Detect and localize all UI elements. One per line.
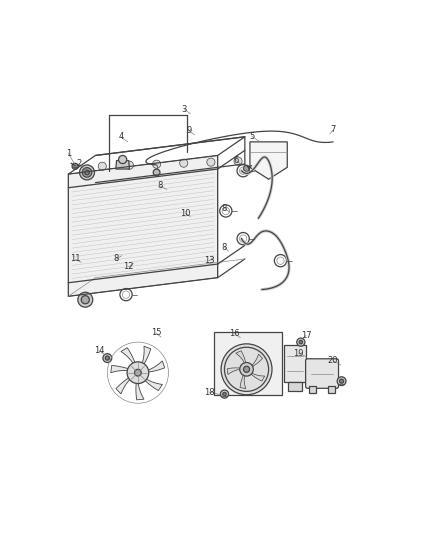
- Text: 8: 8: [222, 204, 227, 213]
- Text: 17: 17: [300, 331, 311, 340]
- Circle shape: [82, 168, 92, 177]
- Polygon shape: [116, 377, 131, 394]
- Circle shape: [125, 161, 134, 169]
- Polygon shape: [214, 332, 282, 395]
- Polygon shape: [309, 386, 316, 393]
- Polygon shape: [136, 381, 144, 400]
- Polygon shape: [116, 160, 130, 169]
- Polygon shape: [111, 366, 130, 373]
- FancyBboxPatch shape: [306, 359, 339, 389]
- Text: 7: 7: [330, 125, 336, 134]
- Circle shape: [153, 169, 160, 176]
- Polygon shape: [68, 156, 218, 296]
- Polygon shape: [284, 344, 306, 382]
- Circle shape: [81, 296, 89, 304]
- Circle shape: [207, 158, 215, 166]
- Text: 8: 8: [114, 254, 119, 263]
- Polygon shape: [250, 142, 287, 179]
- Text: 3: 3: [182, 105, 187, 114]
- Circle shape: [244, 366, 250, 373]
- Polygon shape: [144, 378, 162, 391]
- Text: 9: 9: [186, 126, 191, 135]
- Text: 18: 18: [204, 387, 215, 397]
- Circle shape: [244, 165, 250, 172]
- Text: 8: 8: [157, 182, 162, 190]
- Text: 5: 5: [249, 132, 254, 141]
- Circle shape: [85, 170, 89, 175]
- Circle shape: [72, 163, 78, 169]
- Polygon shape: [121, 348, 136, 365]
- Circle shape: [134, 369, 141, 376]
- Text: 8: 8: [222, 243, 227, 252]
- Text: 16: 16: [230, 329, 240, 338]
- Polygon shape: [236, 351, 246, 364]
- Text: 1: 1: [66, 149, 71, 158]
- Circle shape: [180, 159, 188, 167]
- Circle shape: [297, 338, 305, 346]
- Text: 6: 6: [233, 156, 239, 165]
- Polygon shape: [146, 361, 165, 373]
- Circle shape: [234, 157, 242, 165]
- Circle shape: [299, 341, 303, 344]
- Circle shape: [339, 379, 344, 383]
- Text: 11: 11: [70, 254, 80, 263]
- Circle shape: [127, 362, 149, 384]
- Text: 2: 2: [77, 159, 82, 168]
- Text: 4: 4: [118, 132, 124, 141]
- Polygon shape: [251, 373, 265, 381]
- Text: 12: 12: [124, 262, 134, 271]
- Text: 19: 19: [293, 349, 304, 358]
- Circle shape: [152, 160, 161, 168]
- Circle shape: [80, 165, 95, 180]
- Text: 10: 10: [180, 208, 191, 217]
- Circle shape: [119, 156, 127, 164]
- Circle shape: [98, 162, 106, 171]
- Text: 13: 13: [204, 256, 215, 265]
- Polygon shape: [328, 386, 335, 393]
- Polygon shape: [251, 354, 262, 367]
- Text: 14: 14: [94, 346, 104, 355]
- Text: 20: 20: [328, 357, 338, 365]
- Circle shape: [78, 292, 93, 307]
- Circle shape: [337, 377, 346, 385]
- Circle shape: [223, 392, 226, 396]
- Circle shape: [220, 390, 229, 398]
- Circle shape: [221, 344, 272, 395]
- Circle shape: [240, 362, 253, 376]
- Polygon shape: [141, 346, 151, 366]
- Circle shape: [103, 354, 112, 362]
- Polygon shape: [288, 382, 301, 391]
- Polygon shape: [240, 375, 246, 389]
- Text: 15: 15: [151, 328, 161, 337]
- Circle shape: [105, 356, 110, 360]
- Polygon shape: [227, 368, 240, 375]
